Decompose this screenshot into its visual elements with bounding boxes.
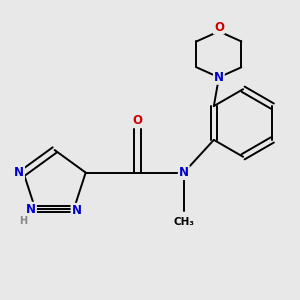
Text: H: H [19, 216, 27, 226]
Text: O: O [133, 114, 142, 127]
Text: CH₃: CH₃ [173, 217, 194, 227]
Text: N: N [26, 203, 36, 216]
Text: N: N [214, 71, 224, 84]
Text: O: O [214, 20, 224, 34]
Text: N: N [14, 166, 24, 179]
Text: N: N [71, 204, 82, 217]
Text: N: N [179, 166, 189, 179]
